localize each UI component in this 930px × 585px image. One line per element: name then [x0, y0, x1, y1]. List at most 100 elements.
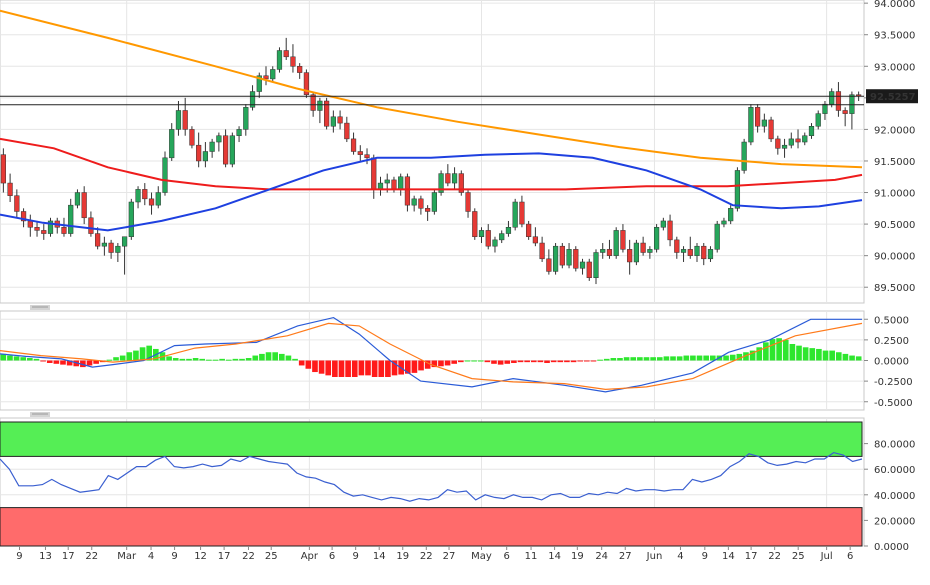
macd-histogram-bar [186, 358, 192, 361]
macd-histogram-bar [351, 360, 358, 377]
candle-down [701, 245, 707, 260]
candle-down [526, 223, 532, 237]
macd-line [0, 316, 862, 393]
candle-down [7, 182, 13, 196]
candle-down [775, 138, 781, 149]
y-tick-label: 90.5000 [874, 220, 915, 231]
candle-up [398, 176, 404, 190]
candle-up [202, 151, 209, 162]
y-tick-label: 0.0000 [874, 542, 909, 553]
candle-down [41, 230, 47, 234]
macd-histogram-bar [292, 358, 298, 361]
macd-histogram-bar [835, 352, 842, 361]
macd-histogram-bar [822, 350, 829, 361]
candle-down [283, 50, 289, 58]
candle-down [189, 129, 195, 146]
x-tick-label: 6 [504, 551, 510, 562]
candle-down [842, 110, 848, 114]
candle-down [108, 242, 114, 253]
x-tick-label: 25 [792, 551, 805, 562]
candle-down [182, 110, 188, 130]
candle-up [802, 135, 808, 143]
macd-histogram-bar [33, 358, 40, 361]
moving-average-red [0, 137, 863, 191]
macd-histogram-bar [219, 358, 225, 361]
x-tick-label: Jul [820, 551, 833, 562]
pane-resize-handle[interactable] [30, 412, 50, 417]
macd-histogram-bar [676, 356, 683, 361]
candle-down [310, 94, 316, 111]
macd-histogram-bar [802, 347, 809, 361]
macd-histogram-bar [458, 360, 464, 363]
y-tick-label: 91.5000 [874, 157, 915, 168]
x-tick-label: 19 [396, 551, 409, 562]
candle-up [216, 135, 222, 143]
candle-up [236, 129, 242, 136]
candle-down [425, 208, 431, 212]
candle-up [68, 204, 74, 234]
x-tick-label: 6 [329, 551, 335, 562]
macd-histogram-bar [584, 360, 590, 362]
candle-down [61, 227, 67, 234]
macd-histogram-bar [66, 360, 73, 366]
y-tick-label: 93.5000 [874, 31, 915, 42]
candle-up [512, 201, 518, 228]
macd-histogram-bar [325, 360, 332, 376]
candle-up [74, 192, 81, 206]
x-tick-label: 9 [16, 551, 22, 562]
macd-histogram-bar [829, 350, 835, 361]
oversold-zone [0, 507, 863, 547]
x-tick-label: 22 [420, 551, 433, 562]
x-tick-label: 9 [702, 551, 708, 562]
x-tick-label: 14 [548, 551, 561, 562]
x-tick-label: 4 [148, 551, 154, 562]
x-tick-label: 11 [525, 551, 538, 562]
candle-down [674, 239, 680, 253]
macd-histogram-bar [239, 358, 245, 361]
candle-up [694, 245, 700, 256]
macd-histogram-bar [212, 359, 219, 361]
macd-histogram-bar [80, 360, 86, 368]
macd-histogram-bar [20, 357, 27, 361]
candle-up [566, 249, 572, 266]
rsi-line [0, 451, 863, 502]
candle-down [755, 107, 761, 127]
macd-histogram-bar [683, 355, 690, 361]
macd-series [0, 316, 863, 393]
macd-histogram-bar [769, 339, 776, 361]
macd-histogram-bar [278, 353, 285, 361]
macd-histogram-bar [842, 353, 849, 361]
pane-resize-handle[interactable] [30, 305, 50, 310]
macd-histogram-bar [106, 359, 113, 361]
macd-histogram-bar [524, 360, 530, 363]
macd-histogram-bar [670, 356, 676, 361]
y-tick-label: -0.5000 [874, 398, 913, 409]
macd-histogram-bar [729, 354, 736, 361]
macd-histogram-bar [245, 358, 252, 361]
macd-histogram-bar [763, 342, 769, 361]
candle-down [297, 66, 303, 73]
candle-down [303, 72, 310, 95]
candle-down [290, 56, 296, 67]
macd-histogram-bar [471, 360, 477, 362]
x-tick-label: 17 [745, 551, 758, 562]
y-tick-label: 94.0000 [874, 0, 915, 10]
macd-histogram-bar [796, 345, 802, 361]
macd-histogram-bar [252, 355, 259, 361]
candle-up [256, 75, 262, 92]
candle-down [627, 249, 633, 263]
y-tick-label: 20.0000 [874, 516, 915, 527]
macd-histogram-bar [192, 358, 199, 361]
candle-down [586, 261, 592, 278]
candle-up [175, 110, 182, 130]
candle-down [20, 211, 27, 222]
candle-up [653, 227, 660, 250]
candle-up [552, 245, 559, 272]
candle-down [344, 122, 350, 140]
macd-histogram-bar [345, 360, 351, 377]
macd-histogram-bar [139, 347, 146, 361]
macd-histogram-bar [816, 348, 822, 361]
candle-down [640, 242, 646, 253]
candle-up [741, 141, 747, 171]
